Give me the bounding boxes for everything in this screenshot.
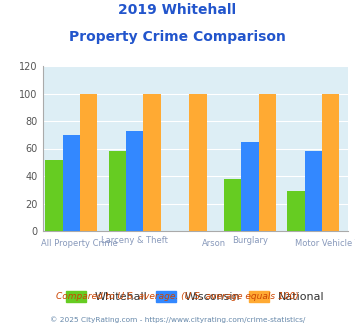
Bar bbox=[126, 131, 143, 231]
Bar bbox=[80, 93, 97, 231]
Bar bbox=[288, 191, 305, 231]
Bar bbox=[258, 93, 276, 231]
Text: Compared to U.S. average. (U.S. average equals 100): Compared to U.S. average. (U.S. average … bbox=[56, 292, 299, 301]
Bar bbox=[305, 151, 322, 231]
Bar bbox=[143, 93, 161, 231]
Text: 2019 Whitehall: 2019 Whitehall bbox=[119, 3, 236, 17]
Text: Property Crime Comparison: Property Crime Comparison bbox=[69, 30, 286, 44]
Bar bbox=[190, 93, 207, 231]
Text: © 2025 CityRating.com - https://www.cityrating.com/crime-statistics/: © 2025 CityRating.com - https://www.city… bbox=[50, 317, 305, 323]
Text: Motor Vehicle Theft: Motor Vehicle Theft bbox=[295, 239, 355, 248]
Bar bbox=[241, 142, 258, 231]
Text: All Property Crime: All Property Crime bbox=[41, 239, 118, 248]
Legend: Whitehall, Wisconsin, National: Whitehall, Wisconsin, National bbox=[61, 286, 329, 306]
Bar bbox=[109, 151, 126, 231]
Bar bbox=[63, 135, 80, 231]
Bar bbox=[224, 179, 241, 231]
Text: Arson: Arson bbox=[202, 239, 226, 248]
Bar bbox=[322, 93, 339, 231]
Bar bbox=[45, 159, 63, 231]
